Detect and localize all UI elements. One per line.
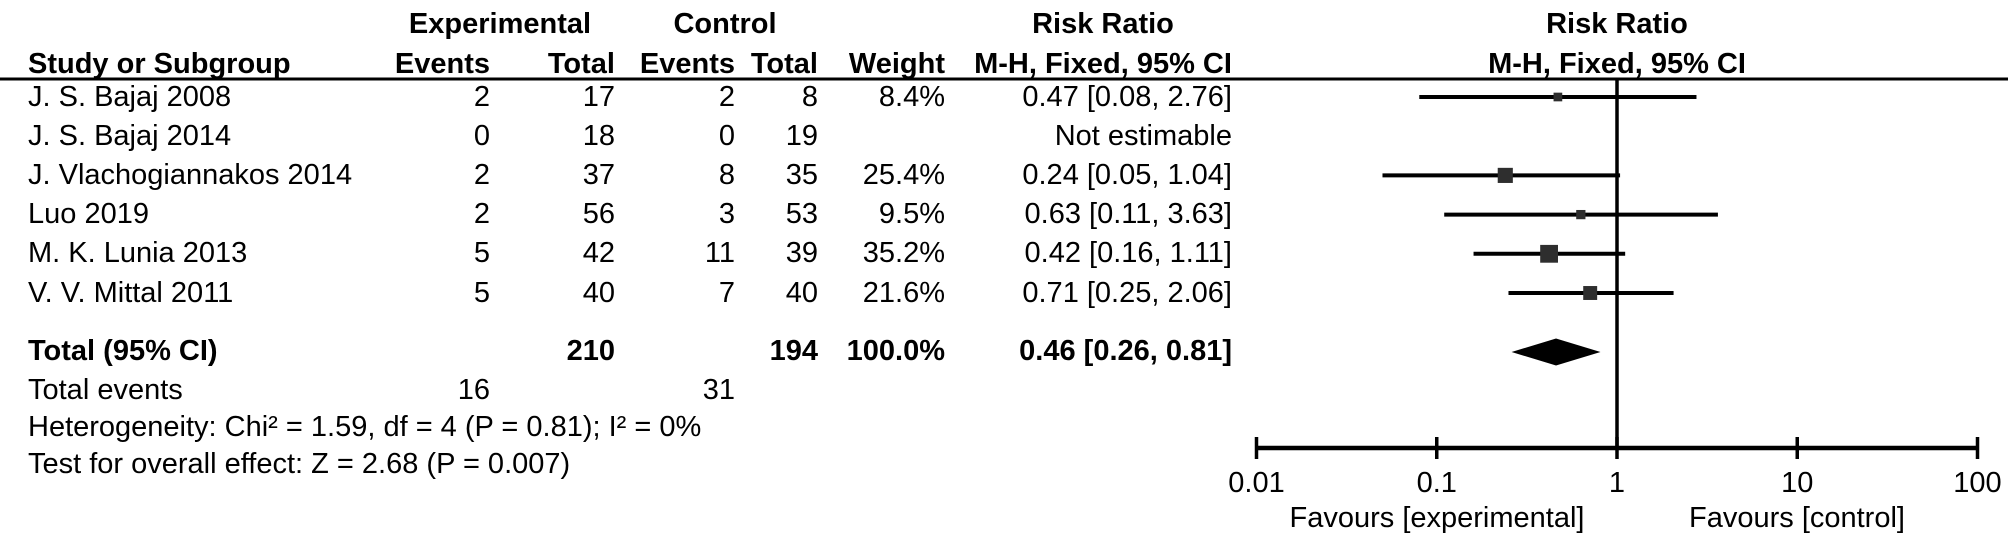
rr-ci-value: Not estimable (1054, 119, 1232, 152)
study-label: J. S. Bajaj 2008 (28, 80, 232, 113)
ctl-events-value: 7 (718, 276, 735, 309)
study-label: J. Vlachogiannakos 2014 (28, 158, 353, 191)
effect-square (1576, 209, 1586, 220)
column-group-control: Control (673, 8, 777, 40)
ctl-total-value: 35 (785, 158, 818, 191)
total-row: Total (95% CI) 210 194 100.0% 0.46 [0.26… (0, 332, 2008, 371)
ctl-total-value: 53 (785, 198, 818, 231)
overall-effect-text: Test for overall effect: Z = 2.68 (P = 0… (28, 448, 571, 480)
table-row: V. V. Mittal 2011 5 40 7 40 21.6% 0.71 [0.25, … (0, 274, 2008, 313)
column-group-experimental: Experimental (408, 8, 592, 40)
exp-total-value: 56 (582, 198, 615, 231)
plot-header-rr-ci: M-H, Fixed, 95% CI (1488, 48, 1746, 80)
rr-ci-value: 0.42 [0.16, 1.11] (1024, 237, 1232, 270)
pooled-diamond (1511, 338, 1601, 366)
heterogeneity-text: Heterogeneity: Chi² = 1.59, df = 4 (P = … (28, 411, 702, 443)
ctl-total-value: 40 (785, 276, 818, 309)
rr-ci-value: 0.63 [0.11, 3.63] (1024, 198, 1232, 231)
favours-control-label: Favours [control] (1689, 502, 1905, 534)
exp-events-value: 5 (473, 276, 490, 309)
table-row: Luo 2019 2 56 3 53 9.5% 0.63 [0.11, 3.63] (0, 195, 2008, 234)
weight-value: 35.2% (862, 237, 945, 270)
table-row: J. S. Bajaj 2014 0 18 0 19 Not estimable (0, 117, 2008, 156)
study-label: J. S. Bajaj 2014 (28, 119, 232, 152)
column-risk-ratio-title: Risk Ratio (1032, 8, 1174, 40)
exp-events-value: 2 (473, 198, 490, 231)
axis-tick-label: 10 (1781, 467, 1813, 499)
exp-events-value: 2 (473, 158, 490, 191)
axis-tick-label: 0.1 (1417, 467, 1457, 499)
rr-ci-value: 0.47 [0.08, 2.76] (1022, 80, 1232, 113)
exp-events-value: 2 (473, 80, 490, 113)
column-header-ctl-events: Events (639, 48, 735, 80)
exp-total-value: 37 (582, 158, 615, 191)
weight-value: 9.5% (878, 198, 945, 231)
study-label: V. V. Mittal 2011 (28, 276, 234, 309)
ctl-total-value: 19 (785, 119, 818, 152)
study-label: Luo 2019 (28, 198, 149, 231)
total-weight: 100.0% (846, 335, 945, 367)
table-row: J. S. Bajaj 2008 2 17 2 8 8.4% 0.47 [0.08, 2.7… (0, 78, 2008, 117)
exp-events-value: 5 (473, 237, 490, 270)
ctl-total-value: 39 (785, 237, 818, 270)
total-events-ctl: 31 (702, 374, 735, 406)
total-events-label: Total events (28, 374, 183, 406)
table-row: J. Vlachogiannakos 2014 2 37 8 35 25.4% 0.24 [… (0, 156, 2008, 195)
exp-events-value: 0 (473, 119, 490, 152)
ctl-events-value: 3 (718, 198, 735, 231)
plot-risk-ratio-title: Risk Ratio (1546, 8, 1688, 40)
column-header-study: Study or Subgroup (28, 48, 291, 80)
ctl-events-value: 0 (718, 119, 735, 152)
effect-square (1540, 244, 1558, 263)
axis-tick-label: 0.01 (1228, 467, 1284, 499)
ctl-events-value: 8 (718, 158, 735, 191)
weight-value: 21.6% (862, 276, 945, 309)
study-label: M. K. Lunia 2013 (28, 237, 248, 270)
column-header-rr-ci: M-H, Fixed, 95% CI (974, 48, 1232, 80)
ctl-events-value: 2 (718, 80, 735, 113)
exp-total-value: 40 (582, 276, 615, 309)
effect-square (1497, 167, 1513, 183)
weight-value: 8.4% (878, 80, 945, 113)
favours-experimental-label: Favours [experimental] (1290, 502, 1585, 534)
table-row: M. K. Lunia 2013 5 42 11 39 35.2% 0.42 [0.16, … (0, 234, 2008, 273)
ctl-events-value: 11 (704, 237, 735, 270)
exp-total-value: 42 (582, 237, 615, 270)
total-events-row: Total events 16 31 (0, 371, 2008, 410)
total-exp-total: 210 (566, 335, 615, 367)
total-events-exp: 16 (457, 374, 490, 406)
effect-square (1583, 286, 1598, 300)
total-rr-ci: 0.46 [0.26, 0.81] (1019, 335, 1232, 367)
effect-square (1553, 92, 1563, 102)
total-ctl-total: 194 (769, 335, 818, 367)
exp-total-value: 18 (582, 119, 615, 152)
total-label: Total (95% CI) (28, 335, 218, 367)
rr-ci-value: 0.24 [0.05, 1.04] (1022, 158, 1232, 191)
column-header-exp-total: Total (547, 48, 615, 80)
axis-tick-label: 100 (1953, 467, 2001, 499)
weight-value: 25.4% (862, 158, 945, 191)
axis-tick-label: 1 (1609, 467, 1625, 499)
rr-ci-value: 0.71 [0.25, 2.06] (1022, 276, 1232, 309)
column-header-weight: Weight (848, 48, 945, 80)
column-header-ctl-total: Total (750, 48, 818, 80)
exp-total-value: 17 (582, 80, 615, 113)
ctl-total-value: 8 (801, 80, 818, 113)
column-header-exp-events: Events (394, 48, 490, 80)
